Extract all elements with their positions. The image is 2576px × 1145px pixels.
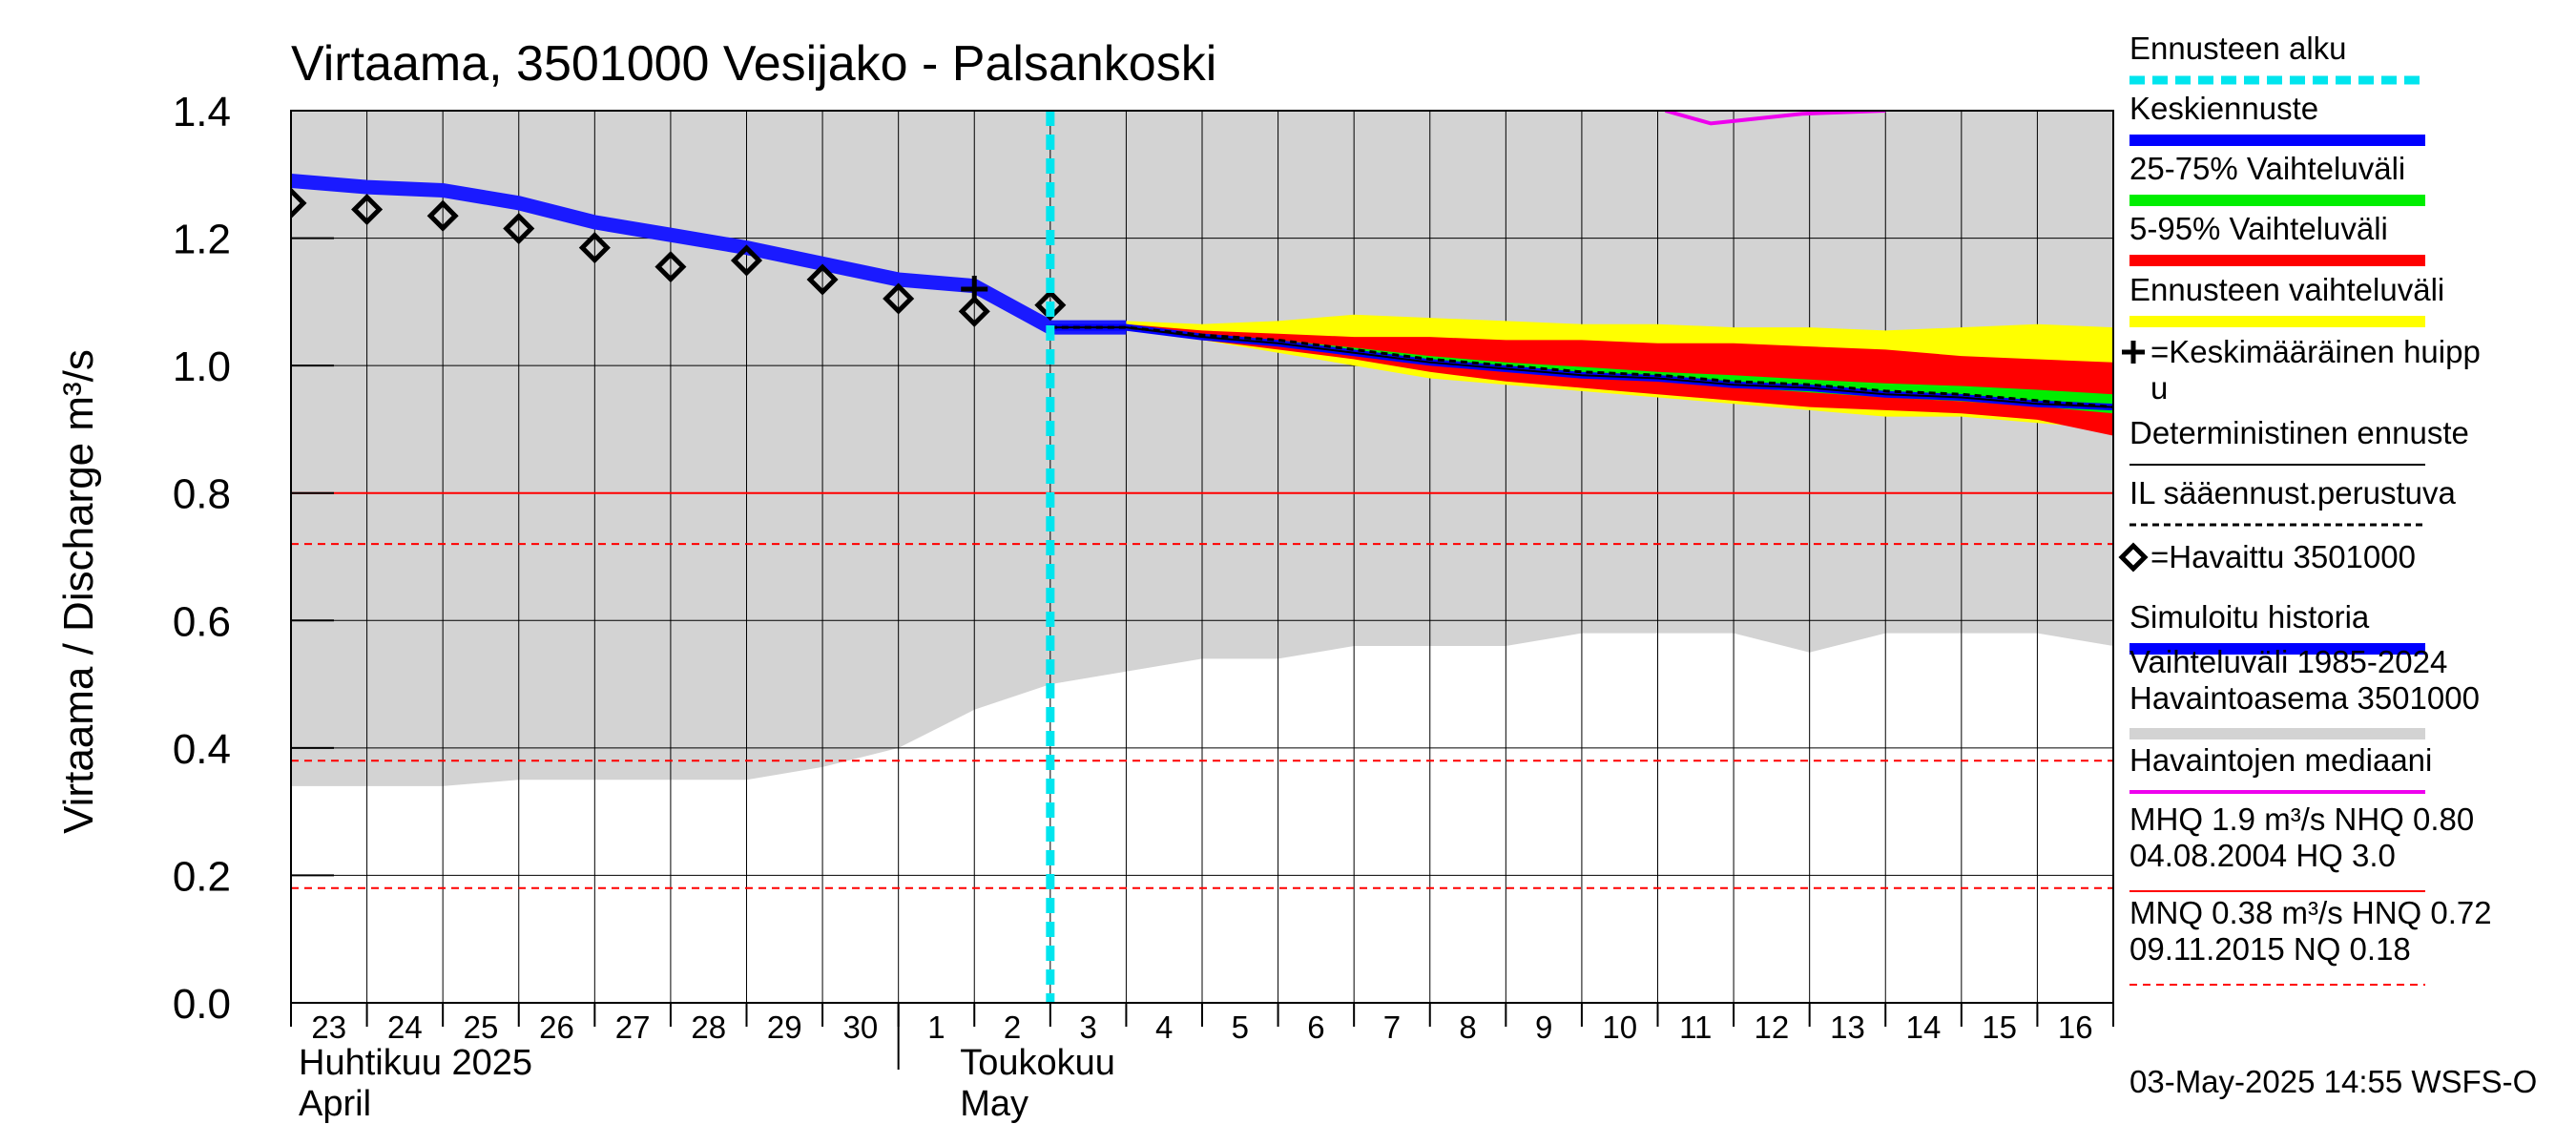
x-day-label: 23 (311, 1010, 346, 1045)
observed-point (958, 295, 990, 327)
observed-point (654, 251, 687, 283)
legend-label-line2: 04.08.2004 HQ 3.0 (2129, 838, 2396, 873)
x-day-label: 15 (1982, 1010, 2017, 1045)
x-day-label: 30 (843, 1010, 879, 1045)
legend-label: Ennusteen vaihteluväli (2129, 272, 2444, 307)
legend-label-line2: 09.11.2015 NQ 0.18 (2129, 931, 2411, 967)
x-day-label: 26 (539, 1010, 574, 1045)
y-tick-label: 1.4 (173, 89, 231, 135)
x-day-label: 10 (1602, 1010, 1637, 1045)
legend-label: MHQ 1.9 m³/s NHQ 0.80 (2129, 802, 2474, 837)
x-day-label: 3 (1079, 1010, 1096, 1045)
legend-label: IL sääennust.perustuva (2129, 475, 2456, 510)
y-axis-ticks: 0.0 0.2 0.4 0.6 0.8 1.0 1.2 1.4 (173, 89, 334, 1028)
observed-point (426, 199, 459, 232)
x-day-label: 27 (615, 1010, 651, 1045)
y-tick-label: 0.8 (173, 471, 231, 518)
il-forecast-line (1049, 325, 2113, 409)
observed-point (883, 282, 915, 315)
x-day-label: 28 (691, 1010, 726, 1045)
x-day-label: 29 (767, 1010, 802, 1045)
y-tick-label: 1.0 (173, 344, 231, 390)
deterministic-forecast-line (1049, 326, 2113, 408)
x-day-label: 13 (1830, 1010, 1865, 1045)
y-tick-label: 0.6 (173, 598, 231, 645)
timestamp: 03-May-2025 14:55 WSFS-O (2129, 1064, 2537, 1099)
x-day-label: 4 (1155, 1010, 1173, 1045)
legend-label: Keskiennuste (2129, 91, 2318, 126)
x-day-label: 2 (1004, 1010, 1021, 1045)
y-tick-label: 0.2 (173, 853, 231, 900)
observed-points (291, 187, 1067, 327)
legend-label: Simuloitu historia (2129, 599, 2370, 635)
x-day-label: 9 (1535, 1010, 1552, 1045)
x-day-label: 24 (387, 1010, 423, 1045)
legend-label: Ennusteen alku (2129, 31, 2347, 66)
observed-point (578, 232, 611, 264)
plot-area (291, 111, 2113, 1003)
observed-point (806, 263, 839, 296)
peak-marker (961, 276, 988, 302)
band-5-95 (1049, 323, 2113, 436)
y-tick-label: 1.2 (173, 217, 231, 263)
legend-label: 25-75% Vaihteluväli (2129, 151, 2405, 186)
reference-lines (291, 491, 2113, 889)
legend-swatch (2118, 542, 2149, 572)
x-day-label: 1 (927, 1010, 945, 1045)
y-tick-label: 0.4 (173, 726, 231, 773)
series-lines (291, 111, 2113, 411)
chart-title: Virtaama, 3501000 Vesijako - Palsankoski (291, 36, 1216, 92)
legend-label: =Keskimääräinen huipp (2150, 334, 2481, 369)
observed-point (1034, 289, 1067, 322)
x-day-label: 6 (1307, 1010, 1324, 1045)
legend-label: Vaihteluväli 1985-2024 (2129, 644, 2447, 679)
x-day-label: 7 (1383, 1010, 1401, 1045)
legend: Ennusteen alku Keskiennuste 25-75% Vaihtel… (2118, 31, 2492, 986)
x-day-label: 12 (1755, 1010, 1790, 1045)
legend-label: =Havaittu 3501000 (2150, 539, 2416, 574)
x-day-label: 14 (1906, 1010, 1942, 1045)
legend-label: Deterministinen ennuste (2129, 415, 2469, 450)
observed-point (503, 213, 535, 245)
x-day-label: 16 (2058, 1010, 2093, 1045)
observed-median-line (1664, 111, 1886, 126)
y-axis-label: Virtaama / Discharge m³/s (55, 349, 102, 834)
legend-label: MNQ 0.38 m³/s HNQ 0.72 (2129, 895, 2492, 930)
observed-point (730, 244, 763, 277)
y-tick-label: 0.0 (173, 981, 231, 1028)
month-label-en: April (299, 1084, 371, 1124)
x-day-label: 25 (464, 1010, 499, 1045)
legend-label: 5-95% Vaihteluväli (2129, 211, 2388, 246)
month-label-fi: Huhtikuu 2025 (299, 1043, 532, 1083)
month-label-fi: Toukokuu (960, 1043, 1115, 1083)
observed-point (351, 193, 384, 226)
month-label-en: May (960, 1084, 1028, 1124)
x-axis-ticks: 23 24 25 26 27 28 29 30 1 2 3 4 5 6 7 8 9 10 11 12 13 14 15 16 (290, 1003, 2114, 1070)
x-day-label: 8 (1459, 1010, 1476, 1045)
legend-label: Havaintojen mediaani (2129, 742, 2432, 778)
observed-point (291, 187, 307, 219)
x-day-label: 11 (1679, 1010, 1712, 1045)
legend-label-line2: Havaintoasema 3501000 (2129, 680, 2480, 716)
x-day-label: 5 (1232, 1010, 1249, 1045)
legend-label-line2: u (2150, 370, 2168, 406)
simulated-history-line (291, 174, 1127, 335)
